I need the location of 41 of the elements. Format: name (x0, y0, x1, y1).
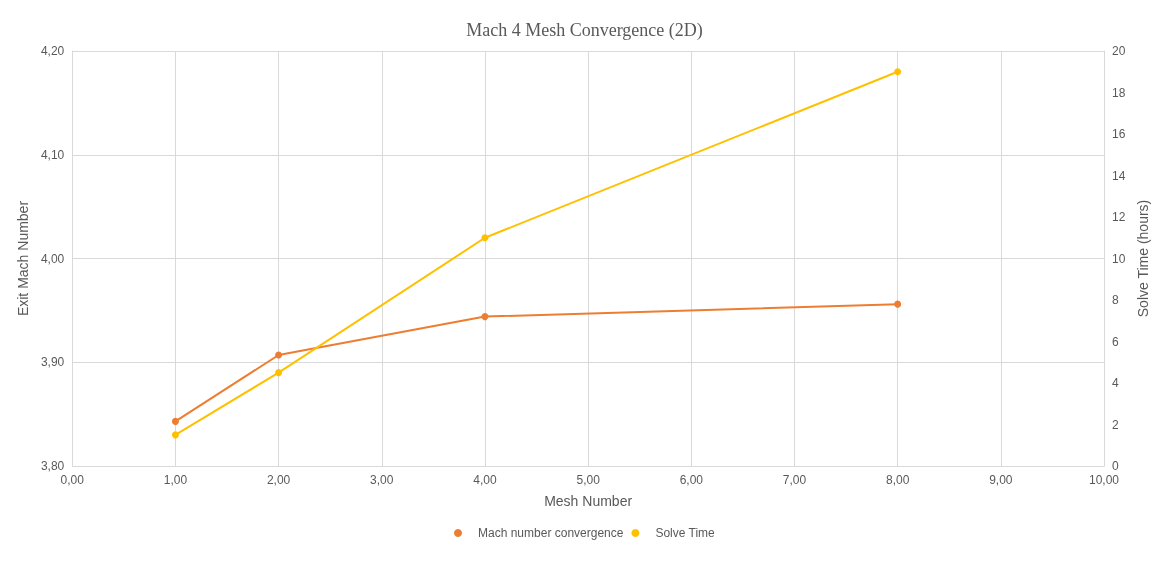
y2-tick-label: 18 (1112, 85, 1126, 100)
y2-tick-label: 0 (1112, 459, 1119, 473)
x-tick-label: 1,00 (163, 473, 188, 487)
point (894, 300, 902, 308)
point (171, 431, 179, 439)
y2-tick-label: 4 (1112, 376, 1119, 390)
x-tick-label: 6,00 (679, 473, 704, 487)
point (481, 313, 489, 321)
y2-tick-label: 8 (1112, 293, 1119, 307)
x-tick-label: 0,00 (60, 473, 85, 487)
point (275, 369, 283, 377)
x-tick-label: 10,00 (1088, 473, 1120, 487)
y2-tick-label: 14 (1112, 168, 1126, 183)
y2-tick-label: 12 (1112, 210, 1126, 224)
y-tick-label: 3,90 (40, 355, 65, 370)
y2-tick-label: 6 (1112, 334, 1119, 349)
y-tick-label: 4,10 (40, 147, 65, 162)
x-tick-label: 2,00 (266, 473, 291, 487)
x-tick-label: 7,00 (782, 473, 807, 487)
x-tick-label: 8,00 (885, 473, 910, 487)
y-tick-label: 4,20 (40, 44, 65, 58)
y2-tick-label: 16 (1112, 127, 1126, 141)
y2-tick-label: 2 (1112, 417, 1119, 432)
x-axis-title: Mesh Number (544, 493, 633, 509)
y2-tick-label: 10 (1112, 251, 1126, 266)
x-tick-label: 3,00 (370, 473, 394, 487)
y-tick-label: 4,00 (40, 251, 65, 266)
x-tick-label: 9,00 (989, 473, 1013, 487)
point (894, 68, 902, 76)
legend-label: Mach number convergence (478, 526, 624, 540)
point (275, 351, 283, 359)
point (481, 234, 489, 242)
y-axis-title: Exit Mach Number (15, 200, 31, 317)
y-tick-label: 3,80 (40, 459, 65, 473)
point (171, 417, 179, 425)
chart-title: Mach 4 Mesh Convergence (2D) (466, 20, 703, 41)
y2-tick-label: 20 (1112, 44, 1126, 58)
legend-label: Solve Time (655, 526, 716, 540)
y2-axis-title: Solve Time (hours) (1135, 199, 1152, 318)
x-tick-label: 4,00 (473, 473, 497, 487)
x-tick-label: 5,00 (576, 473, 601, 487)
